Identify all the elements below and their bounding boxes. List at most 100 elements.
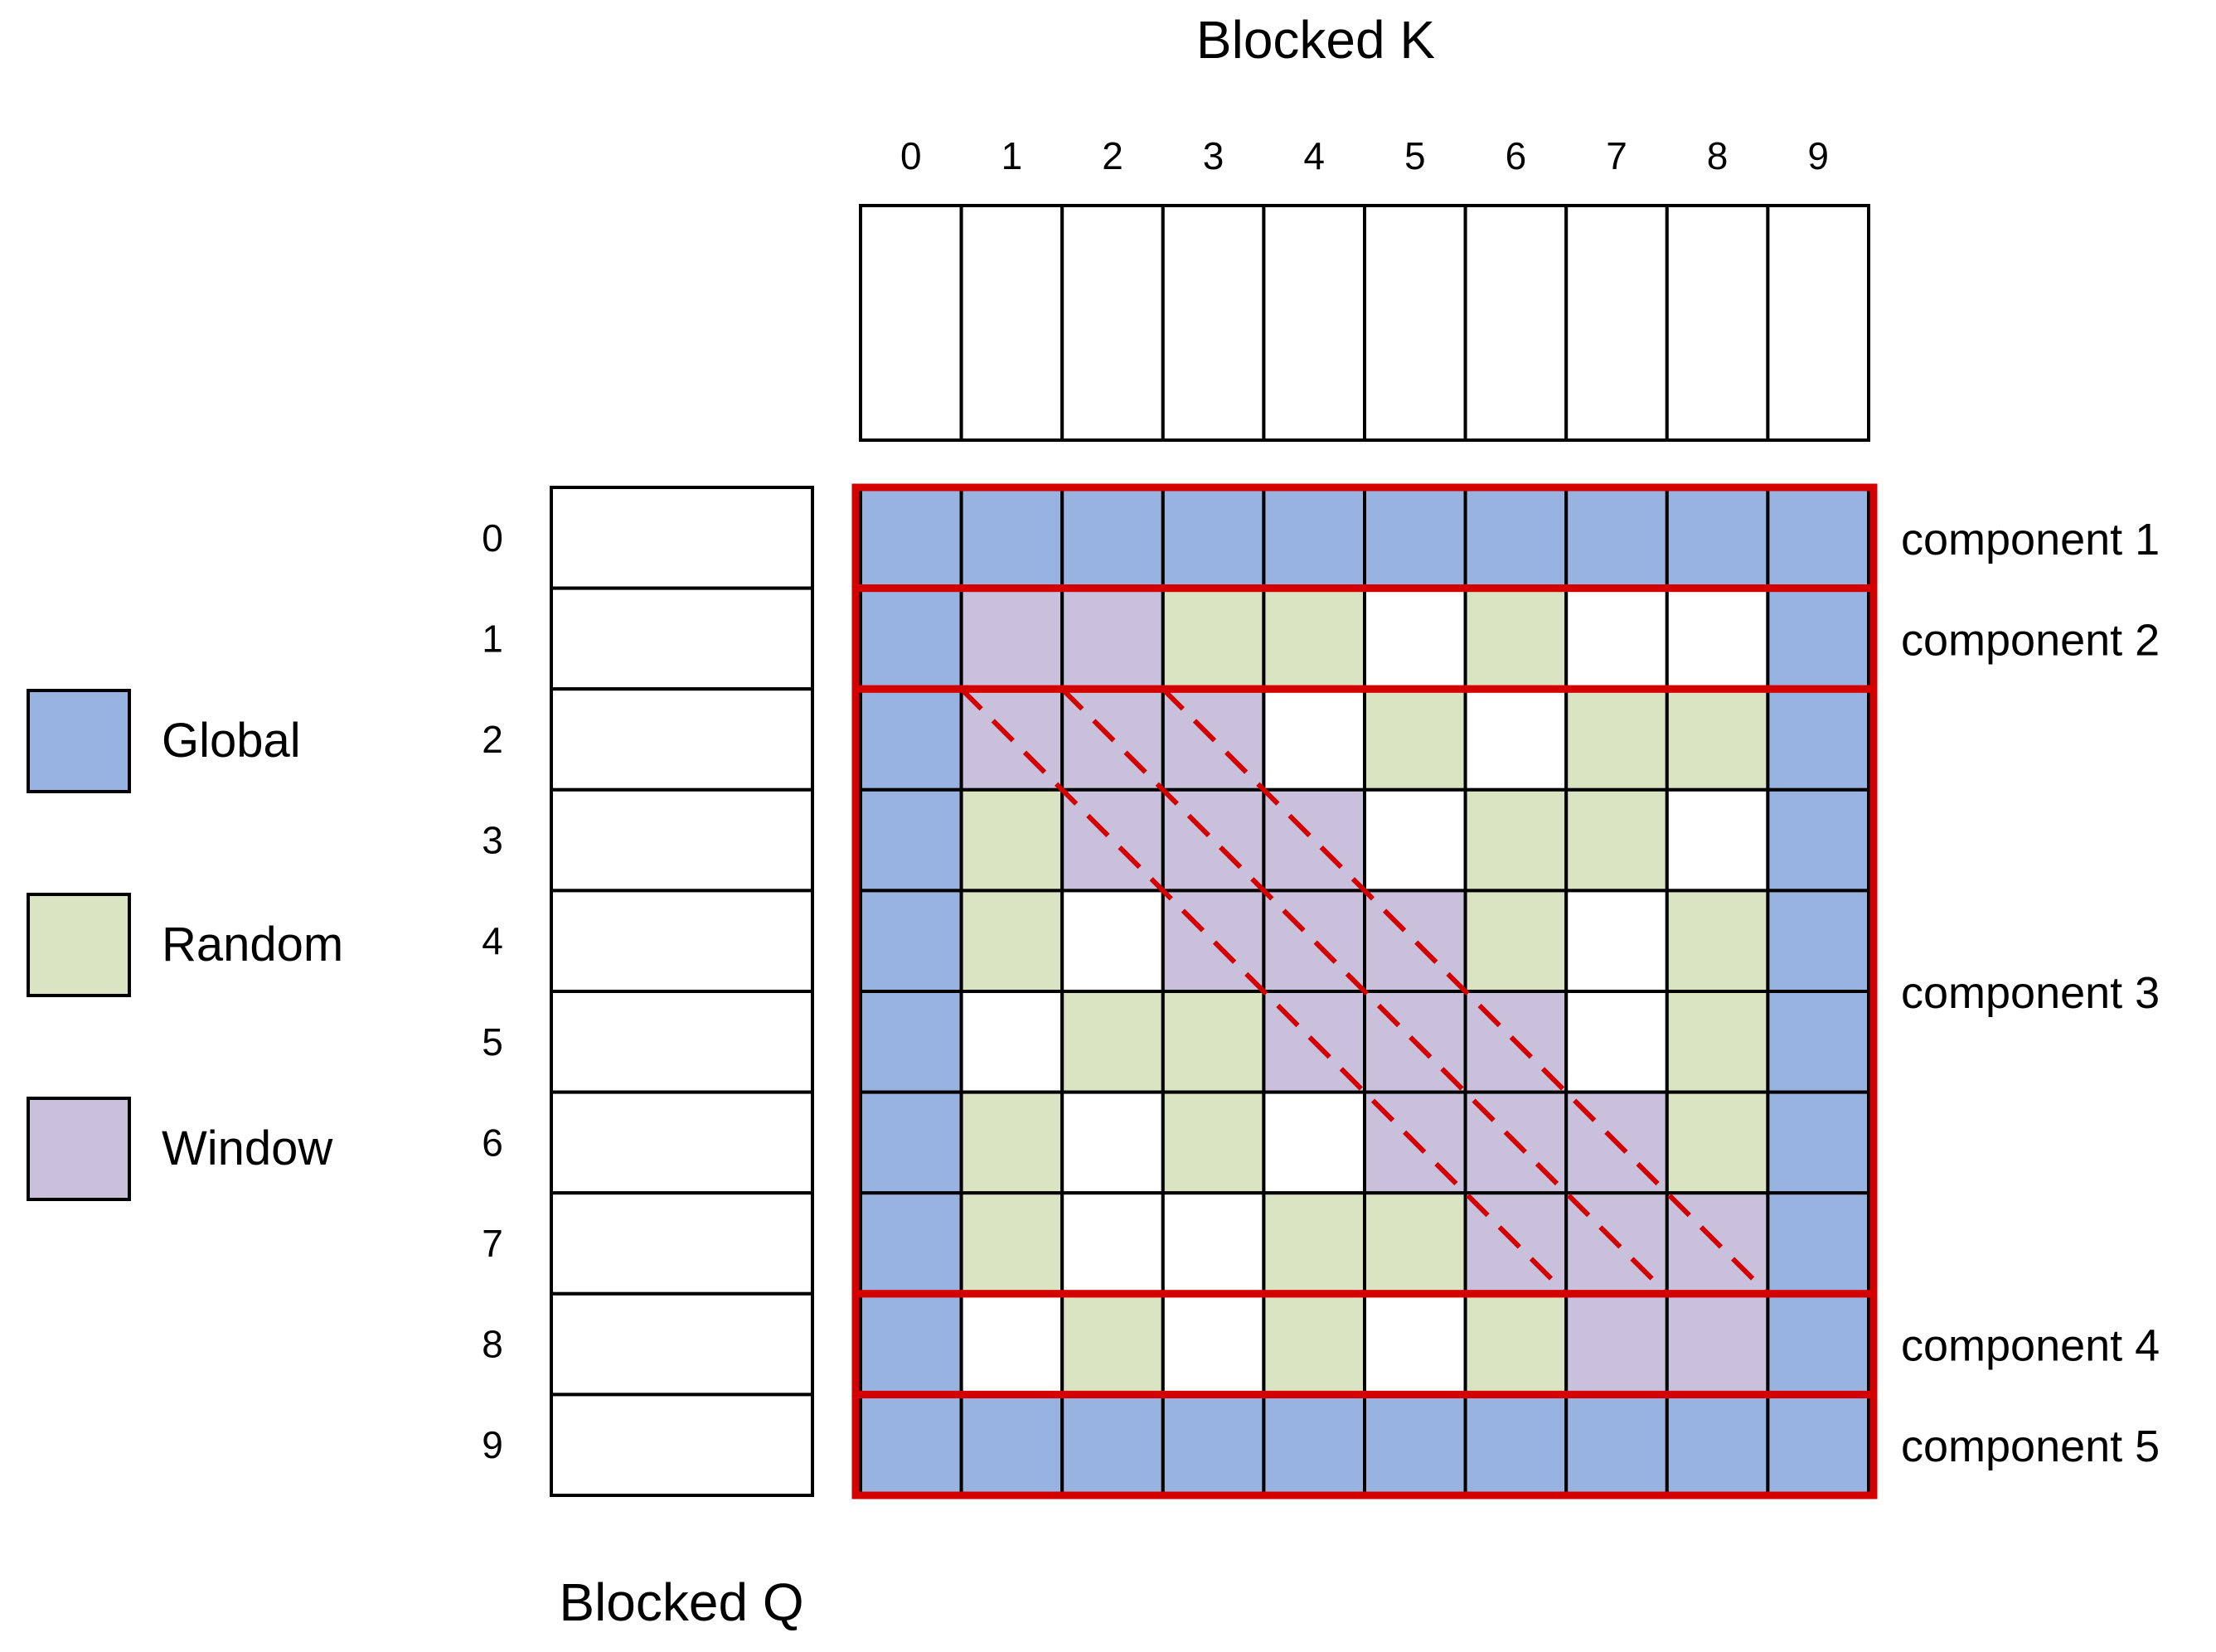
global-attention-cell xyxy=(1161,1393,1266,1498)
component-outline xyxy=(851,1390,1878,1499)
key-index-label: 2 xyxy=(1102,134,1123,177)
random-attention-cell xyxy=(1161,990,1266,1094)
window-diagonal-line xyxy=(959,687,1569,1296)
query-index-label: 4 xyxy=(482,919,503,962)
random-attention-cell xyxy=(1463,1291,1569,1397)
global-attention-cell xyxy=(1766,1191,1870,1296)
key-block-index-labels: 0 1 2 3 4 5 6 7 8 9 xyxy=(900,134,1829,177)
query-index-label: 8 xyxy=(482,1323,503,1366)
component-label: component 5 xyxy=(1901,1422,2160,1471)
global-attention-cell xyxy=(1564,1393,1669,1498)
key-index-label: 8 xyxy=(1707,134,1729,177)
query-block xyxy=(550,1393,814,1498)
random-attention-cell xyxy=(1060,990,1165,1094)
global-attention-cell xyxy=(1766,586,1870,691)
query-block xyxy=(550,687,814,792)
empty-cell xyxy=(1161,1191,1266,1296)
global-attention-cell xyxy=(1766,787,1870,893)
random-attention-cell xyxy=(1564,687,1669,792)
key-block xyxy=(1665,204,1770,442)
query-block xyxy=(550,990,814,1094)
key-index-label: 4 xyxy=(1303,134,1325,177)
random-attention-cell xyxy=(1564,787,1669,893)
key-block xyxy=(1766,204,1870,442)
key-block xyxy=(959,204,1064,442)
empty-cell xyxy=(1564,990,1669,1094)
empty-cell xyxy=(1463,687,1569,792)
random-attention-cell xyxy=(1262,1291,1367,1397)
global-attention-cell xyxy=(859,889,963,994)
window-attention-cell xyxy=(1665,1291,1770,1397)
query-block xyxy=(550,586,814,691)
key-index-label: 1 xyxy=(1001,134,1023,177)
random-attention-cell xyxy=(1665,990,1770,1094)
random-attention-cell xyxy=(959,889,1064,994)
key-block xyxy=(859,204,963,442)
empty-cell xyxy=(1060,889,1165,994)
window-diagonal-line xyxy=(1161,687,1770,1296)
blocked-query-column xyxy=(550,486,814,1498)
random-attention-cell xyxy=(1665,1090,1770,1195)
component-label: component 4 xyxy=(1901,1321,2160,1371)
legend-label: Random xyxy=(162,918,343,971)
empty-cell xyxy=(1262,1090,1367,1195)
legend-swatch xyxy=(27,689,131,793)
window-diagonal-lines xyxy=(959,687,1770,1296)
key-block xyxy=(1262,204,1367,442)
component-label: component 1 xyxy=(1901,515,2160,564)
random-attention-cell xyxy=(1262,1191,1367,1296)
empty-cell xyxy=(1665,787,1770,893)
query-block-index-labels: 0 1 2 3 4 5 6 7 8 9 xyxy=(482,516,503,1466)
global-attention-cell xyxy=(1463,1393,1569,1498)
empty-cell xyxy=(1363,787,1467,893)
global-attention-cell xyxy=(1463,486,1569,590)
global-attention-cell xyxy=(1665,1393,1770,1498)
random-attention-cell xyxy=(1363,687,1467,792)
query-block xyxy=(550,1191,814,1296)
key-block xyxy=(1564,204,1669,442)
random-attention-cell xyxy=(1363,1191,1467,1296)
blocked-q-title: Blocked Q xyxy=(559,1572,803,1632)
random-attention-cell xyxy=(1463,586,1569,691)
empty-cell xyxy=(1665,586,1770,691)
empty-cell xyxy=(1363,586,1467,691)
key-index-label: 5 xyxy=(1404,134,1426,177)
attention-matrix-cells xyxy=(859,486,1870,1498)
global-attention-cell xyxy=(859,687,963,792)
legend-swatch xyxy=(27,893,131,997)
key-block xyxy=(1363,204,1467,442)
global-attention-cell xyxy=(1363,486,1467,590)
blocked-k-title: Blocked K xyxy=(1196,10,1435,70)
query-block xyxy=(550,787,814,893)
query-index-label: 3 xyxy=(482,819,503,862)
global-attention-cell xyxy=(1766,990,1870,1094)
random-attention-cell xyxy=(1665,687,1770,792)
global-attention-cell xyxy=(1766,687,1870,792)
window-attention-cell xyxy=(1564,1291,1669,1397)
global-attention-cell xyxy=(1766,1393,1870,1498)
global-attention-cell xyxy=(859,586,963,691)
random-attention-cell xyxy=(1161,1090,1266,1195)
global-attention-cell xyxy=(1766,486,1870,590)
empty-cell xyxy=(1060,1191,1165,1296)
random-attention-cell xyxy=(1161,586,1266,691)
random-attention-cell xyxy=(959,1191,1064,1296)
random-attention-cell xyxy=(1665,889,1770,994)
global-attention-cell xyxy=(859,1191,963,1296)
key-index-label: 9 xyxy=(1807,134,1829,177)
query-index-label: 7 xyxy=(482,1222,503,1265)
empty-cell xyxy=(1564,586,1669,691)
component-label: component 3 xyxy=(1901,968,2160,1018)
random-attention-cell xyxy=(1463,889,1569,994)
global-attention-cell xyxy=(859,1393,963,1498)
empty-cell xyxy=(1161,1291,1266,1397)
key-block xyxy=(1161,204,1266,442)
random-attention-cell xyxy=(1262,586,1367,691)
global-attention-cell xyxy=(859,990,963,1094)
legend: Global Random Window xyxy=(27,689,343,1201)
blocked-key-row xyxy=(859,204,1870,442)
empty-cell xyxy=(959,990,1064,1094)
global-attention-cell xyxy=(1262,486,1367,590)
component-label: component 2 xyxy=(1901,615,2160,665)
